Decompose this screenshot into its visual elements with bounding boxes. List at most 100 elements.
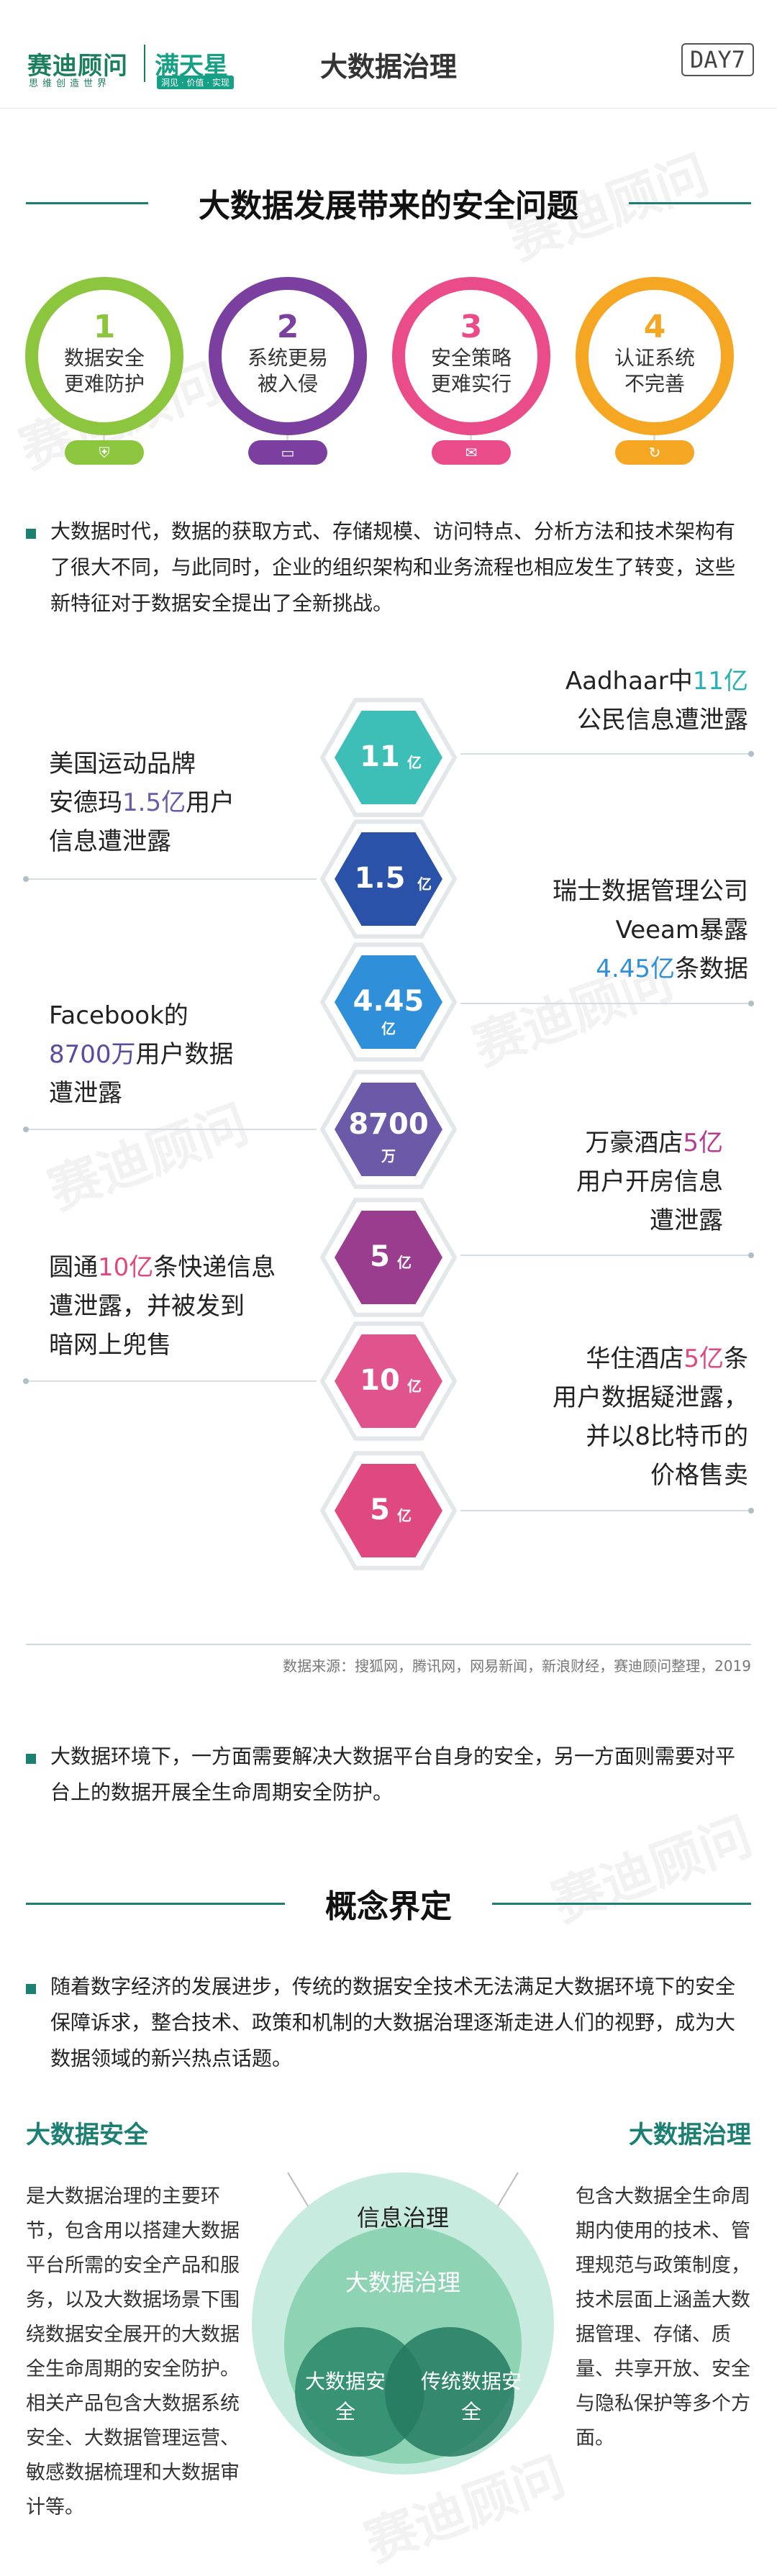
day-badge: DAY7 [681,43,754,76]
stat-aadhaar-prefix: Aadhaar中 [565,667,693,696]
issue-circle-1: 1 数据安全 更难防护 [25,277,183,435]
stat-fb-line1: Facebook的 [49,1001,188,1030]
timeline-guide-dot [23,1127,29,1132]
hexagon-value: 4.45 [353,985,424,1018]
hexagon-value: 5 [370,1240,390,1273]
stat-marriott-value: 5亿 [683,1129,723,1157]
timeline-guide-dot [748,751,754,757]
stat-hexagon-2: 1.5 亿 [319,819,458,939]
stat-huazhu-line3: 并以8比特币的 [586,1422,748,1451]
bullet-marker [26,529,36,539]
title-rule-right [629,202,751,204]
hexagon-fill [335,1211,442,1304]
venn-left-circle [295,2327,424,2457]
issue-label-line1: 认证系统 [614,346,695,370]
venn-right-circle [385,2327,514,2457]
issue-number: 4 [643,309,666,345]
stat-fb-line3: 遭泄露 [49,1079,122,1108]
left-title-bigdata-security: 大数据安全 [26,2121,148,2149]
hexagon-fill [335,832,442,926]
stat-fb-value: 8700万 [49,1040,136,1069]
right-description: 包含大数据全生命周期内使用的技术、管理规范与政策制度，技术层面上涵盖大数据管理、… [576,2185,750,2449]
right-title-bigdata-governance: 大数据治理 [629,2121,751,2149]
stat-huazhu-value: 5亿 [683,1344,724,1373]
venn-diagram [252,2172,554,2475]
stat-veeam-line1: 瑞士数据管理公司 [553,877,748,906]
stats-bottom-rule [26,1644,751,1645]
hexagon-unit: 亿 [407,1378,422,1395]
stat-yto-prefix: 圆通 [49,1253,98,1282]
stat-huazhu-prefix: 华住酒店 [586,1344,684,1373]
stat-huazhu: 华住酒店5亿条 用户数据疑泄露， 并以8比特币的 价格售卖 [460,1339,748,1495]
hexagon-unit: 亿 [381,1020,396,1037]
document-icon: ✉ [432,440,511,465]
logo-saidi: 赛迪顾问 [27,52,128,81]
stat-yto-line3: 暗网上兜售 [49,1331,171,1360]
left-description: 是大数据治理的主要环节，包含用以搭建大数据平台所需的安全产品和服务，以及大数据场… [26,2185,240,2518]
stat-hexagon-6: 10 亿 [319,1321,458,1441]
stat-ua-line3: 信息遭泄露 [49,827,171,856]
stat-facebook: Facebook的 8700万用户数据 遭泄露 [49,996,337,1113]
page-title: 大数据治理 [319,51,457,83]
hexagon-unit: 亿 [397,1507,412,1524]
venn-label-outer: 信息治理 [356,2204,449,2231]
hexagon-outline [319,698,458,817]
hexagon-outline [319,1070,458,1189]
hexagon-fill [335,1464,442,1557]
connector-right [496,2172,519,2209]
stat-veeam-line2: Veeam暴露 [615,916,748,945]
refresh-icon: ↻ [615,440,694,465]
hexagon-unit: 万 [381,1147,396,1165]
issue-label-line1: 系统更易 [247,346,328,370]
logo-saidi-tagline: 思维创造世界 [29,78,112,89]
stat-fb-suffix: 用户数据 [135,1040,234,1069]
logo-divider [144,45,145,82]
hexagon-value: 10 [360,1364,400,1397]
monitor-icon: ▭ [248,440,327,465]
timeline-guide-dot [748,1508,754,1514]
concept-paragraph: 随着数字经济的发展进步，传统的数据安全技术无法满足大数据环境下的安全保障诉求，整… [50,1975,736,2070]
hexagon-unit: 亿 [417,875,432,893]
hexagon-value: 1.5 [355,862,406,895]
stat-ua-prefix: 安德玛 [49,788,122,817]
stat-huazhu-line4: 价格售卖 [650,1461,748,1490]
hexagon-outline [319,1451,458,1570]
timeline-guide-dot [748,1252,754,1258]
issue-label-line1: 数据安全 [63,346,145,370]
hexagon-outline [319,819,458,939]
section-title-security-issues: 大数据发展带来的安全问题 [199,188,578,224]
stat-hexagon-4: 8700 万 [319,1070,458,1189]
top-header: 赛迪顾问 思维创造世界 满天星 洞见 · 价值 · 实现 大数据治理 DAY7 [0,0,777,109]
stat-yto: 圆通10亿条快递信息 遭泄露，并被发到 暗网上兜售 [49,1248,337,1365]
title-rule-left [26,1903,285,1905]
stat-marriott-line2: 用户开房信息 [576,1168,723,1196]
bullet-marker [26,1754,36,1764]
issue-number: 1 [93,309,116,345]
venn-label-middle: 大数据治理 [345,2269,460,2296]
issue-label-line2: 更难防护 [63,372,145,396]
hexagon-fill [335,1083,442,1176]
issue-label-line2: 更难实行 [430,372,512,396]
section-title-concept: 概念界定 [325,1888,452,1925]
data-source-note: 数据来源：搜狐网，腾讯网，网易新闻，新浪财经，赛迪顾问整理，2019 [283,1657,751,1675]
stat-aadhaar: Aadhaar中11亿 公民信息遭泄露 [460,662,748,739]
stat-huazhu-line2: 用户数据疑泄露， [553,1383,748,1412]
hexagon-fill [335,711,442,804]
hexagon-value: 11 [360,740,400,773]
stat-ua-line1: 美国运动品牌 [49,750,196,778]
timeline-guide-dot [23,876,29,882]
shield-icon: ⛨ [65,440,144,465]
stat-aadhaar-value: 11亿 [692,667,748,696]
bullet-marker [26,1984,36,1994]
issue-number: 3 [460,309,483,345]
connector-left [287,2172,310,2209]
stat-hexagon-3: 4.45 亿 [319,942,458,1062]
stat-marriott-prefix: 万豪酒店 [585,1129,683,1157]
stat-ua-value: 1.5亿 [122,788,186,817]
title-rule-right [492,1903,751,1905]
stat-marriott-line3: 遭泄露 [650,1206,723,1235]
stat-hexagon-1: 11 亿 [319,698,458,817]
hexagon-outline [319,942,458,1062]
stat-veeam-suffix: 条数据 [675,955,748,983]
